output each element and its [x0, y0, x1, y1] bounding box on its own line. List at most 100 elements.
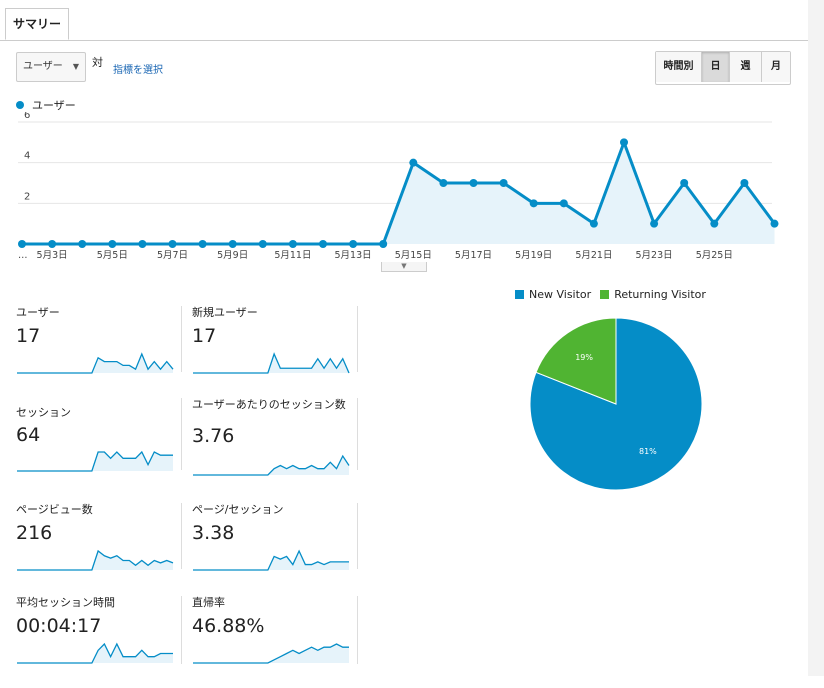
- x-tick-label: 5月19日: [515, 250, 552, 261]
- page-gutter: [808, 0, 824, 676]
- metric-label: セッション: [16, 406, 71, 419]
- metric-value: 216: [16, 522, 53, 544]
- metric-cell[interactable]: ページ/セッション 3.38: [192, 503, 358, 595]
- new-visitor-swatch: [515, 290, 524, 299]
- range-week-button[interactable]: 週: [730, 52, 762, 82]
- pie-slice-label: 81%: [639, 447, 657, 456]
- metric-sparkline: [17, 642, 173, 664]
- metric-cell[interactable]: ユーザー 17: [16, 306, 182, 398]
- pie-legend-new-visitor[interactable]: New Visitor: [515, 288, 591, 301]
- metric-divider: [357, 398, 358, 470]
- sparkline-line: [17, 450, 173, 472]
- data-point: [108, 240, 117, 248]
- collapse-chart-handle[interactable]: ▼: [381, 262, 427, 272]
- range-day-button[interactable]: 日: [702, 52, 730, 82]
- data-point: [228, 240, 237, 248]
- metric-label: ユーザー: [16, 306, 60, 319]
- metric-divider: [181, 306, 182, 372]
- y-tick-label: 4: [24, 151, 30, 162]
- metric-cell[interactable]: ユーザーあたりのセッション数 3.76: [192, 398, 358, 490]
- metric-cell[interactable]: 新規ユーザー 17: [192, 306, 358, 398]
- data-point: [620, 138, 628, 147]
- tab-summary[interactable]: サマリー: [5, 8, 69, 40]
- returning-visitor-swatch: [600, 290, 610, 299]
- data-point: [78, 240, 87, 248]
- data-point: [18, 240, 26, 248]
- x-tick-label: 5月11日: [274, 250, 311, 261]
- data-point: [288, 240, 297, 248]
- pie-slice-label: 19%: [575, 353, 593, 362]
- metric-label: 直帰率: [192, 596, 225, 609]
- sparkline-area: [193, 456, 349, 475]
- x-tick-label: 5月21日: [575, 250, 612, 261]
- metric-select[interactable]: ユーザー ▼: [16, 52, 86, 82]
- metric-sparkline: [193, 549, 349, 571]
- series-line: [22, 140, 776, 246]
- metric-sparkline: [17, 549, 174, 571]
- metric-value: 46.88%: [192, 615, 265, 637]
- x-tick-label: 5月15日: [395, 250, 432, 261]
- data-point: [439, 179, 448, 187]
- pie-legend-label: Returning Visitor: [614, 288, 706, 301]
- metric-divider: [181, 398, 182, 470]
- metric-select-value: ユーザー: [23, 61, 63, 72]
- metric-value: 64: [16, 424, 41, 446]
- data-point: [499, 179, 508, 187]
- range-hourly-button[interactable]: 時間別: [656, 52, 702, 82]
- data-point: [469, 179, 478, 187]
- metric-value: 00:04:17: [16, 615, 102, 637]
- metric-cell[interactable]: セッション 64: [16, 398, 182, 490]
- x-tick-label: 5月9日: [217, 250, 248, 261]
- date-range-group: 時間別 日 週 月: [655, 51, 791, 85]
- data-point: [319, 240, 327, 248]
- metric-divider: [357, 596, 358, 664]
- chevron-down-icon: ▼: [72, 62, 79, 71]
- sparkline-line: [193, 454, 350, 476]
- data-point: [168, 240, 177, 248]
- data-point: [198, 240, 207, 248]
- metric-value: 3.38: [192, 522, 235, 544]
- pie-legend-returning-visitor[interactable]: Returning Visitor: [600, 288, 706, 301]
- metric-label: 新規ユーザー: [192, 306, 258, 319]
- sparkline-line: [193, 549, 349, 571]
- tab-bar: サマリー: [0, 0, 808, 41]
- metric-label: ページビュー数: [16, 503, 93, 516]
- x-tick-label: …: [18, 250, 28, 261]
- sparkline-area: [193, 551, 349, 570]
- legend-dot-icon: [16, 101, 24, 109]
- x-tick-label: 5月3日: [37, 250, 68, 261]
- data-point: [559, 199, 568, 208]
- visitor-type-pie-chart: 81% 19%: [529, 317, 703, 491]
- data-point: [650, 219, 659, 228]
- metric-label: ページ/セッション: [192, 503, 284, 516]
- pie-slice: [535, 317, 617, 405]
- x-tick-label: 5月25日: [696, 250, 733, 261]
- legend-series-label: ユーザー: [32, 99, 76, 112]
- chart-legend: ユーザー: [16, 97, 76, 113]
- vs-label: 対: [92, 56, 103, 69]
- sparkline-area: [193, 644, 349, 663]
- x-tick-label: 5月5日: [97, 250, 128, 261]
- series-area: [22, 142, 775, 244]
- x-tick-label: 5月17日: [455, 250, 492, 261]
- x-tick-label: 5月13日: [335, 250, 372, 261]
- range-month-button[interactable]: 月: [762, 52, 790, 82]
- metric-divider: [181, 596, 182, 664]
- metric-label: ユーザーあたりのセッション数: [192, 398, 346, 411]
- x-tick-label: 5月7日: [157, 250, 188, 261]
- data-point: [770, 219, 779, 228]
- metric-sparkline: [193, 352, 350, 374]
- sparkline-area: [17, 354, 173, 373]
- metric-label: 平均セッション時間: [16, 596, 115, 609]
- x-tick-label: 5月23日: [636, 250, 673, 261]
- metric-divider: [357, 306, 358, 372]
- choose-metric-link[interactable]: 指標を選択: [113, 65, 163, 76]
- metric-sparkline: [193, 643, 349, 664]
- data-point: [258, 240, 267, 248]
- metric-sparkline: [193, 454, 350, 476]
- data-point: [529, 199, 538, 208]
- metric-sparkline: [17, 352, 174, 374]
- metric-cell[interactable]: 平均セッション時間 00:04:17: [16, 596, 182, 688]
- metric-cell[interactable]: ページビュー数 216: [16, 503, 182, 595]
- metric-cell[interactable]: 直帰率 46.88%: [192, 596, 358, 688]
